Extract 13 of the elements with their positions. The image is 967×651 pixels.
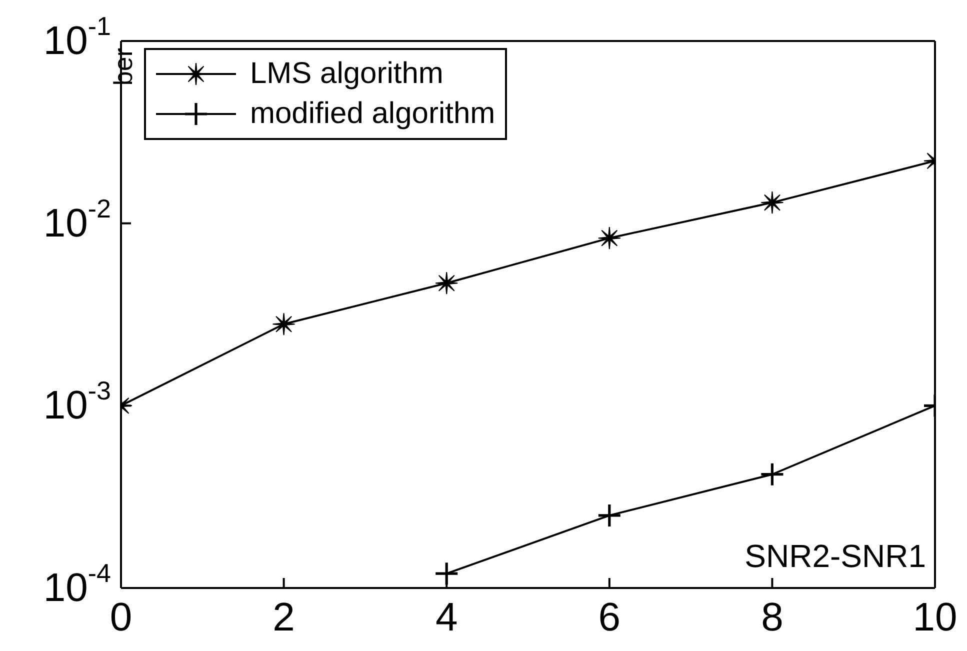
- y-tick-label: 10$^{-1}$: [43, 11, 111, 63]
- legend-label: modified algorithm: [250, 96, 496, 132]
- x-tick-label: 10: [912, 595, 958, 640]
- x-tick-label: 8: [761, 595, 784, 640]
- x-tick-label: 0: [110, 595, 132, 640]
- x-axis-title: SNR2-SNR1: [744, 538, 926, 575]
- y-tick-label: 10$^{-4}$: [43, 558, 111, 610]
- x-tick-label: 4: [435, 595, 458, 640]
- legend-label: LMS algorithm: [250, 56, 444, 92]
- y-tick-label: 10$^{-2}$: [43, 193, 111, 246]
- y-tick-label: 10$^{-3}$: [43, 376, 111, 428]
- x-tick-label: 2: [272, 595, 295, 640]
- x-tick-label: 6: [598, 595, 621, 640]
